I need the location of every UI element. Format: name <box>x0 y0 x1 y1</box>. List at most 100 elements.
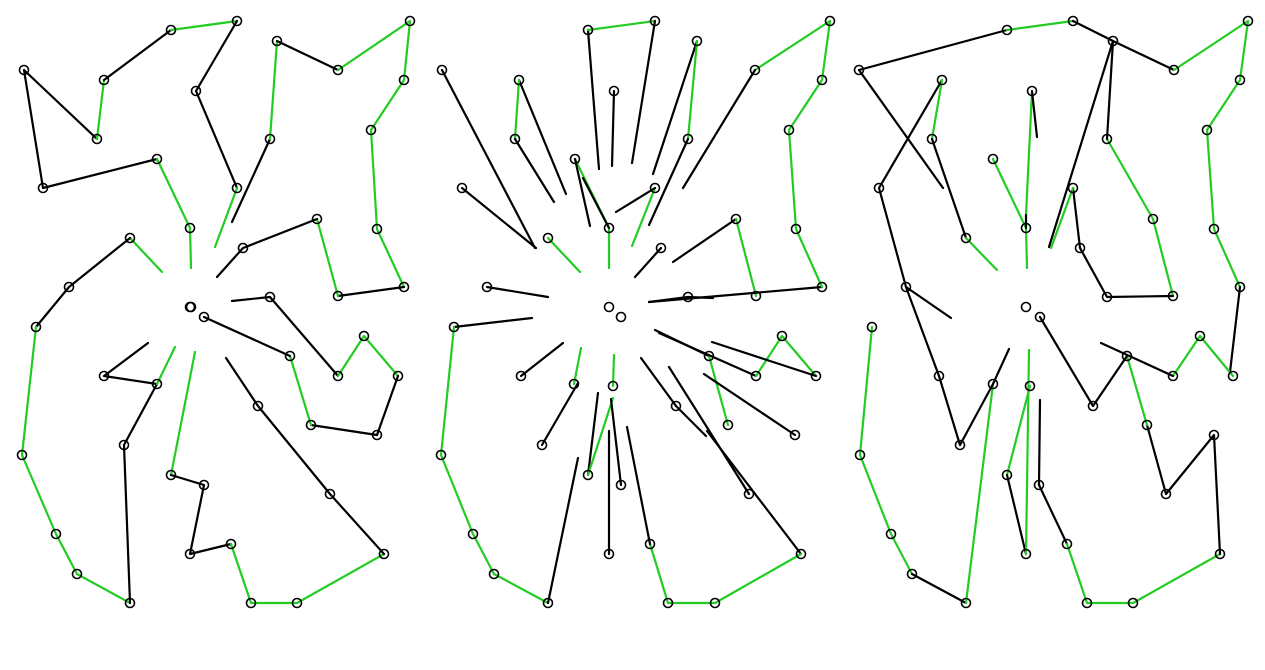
right-node-marker <box>936 74 948 86</box>
right-node-marker <box>1001 469 1013 481</box>
left-node-marker <box>98 370 110 382</box>
left-node-marker <box>398 281 410 293</box>
middle-node-marker <box>810 370 822 382</box>
right-green-edge <box>1171 334 1235 378</box>
middle-green-edge <box>586 396 615 477</box>
middle-black-edge <box>452 316 534 329</box>
middle-node-marker <box>709 597 721 609</box>
left-black-edge <box>375 374 400 437</box>
right-black-edge <box>1047 19 1115 249</box>
left-green-edge <box>75 572 132 605</box>
left-black-edge <box>309 423 379 437</box>
left-green-edge <box>268 39 279 141</box>
left-green-edge <box>336 19 412 82</box>
middle-node-marker <box>682 291 694 303</box>
middle-black-edge <box>647 137 690 227</box>
right-node-marker <box>1020 222 1032 234</box>
left-node-marker <box>332 64 344 76</box>
middle-node-marker <box>615 479 627 491</box>
middle-node-marker <box>655 242 667 254</box>
middle-black-edge <box>651 39 699 176</box>
middle-node-marker <box>542 597 554 609</box>
left-node-marker <box>332 290 344 302</box>
right-black-edge <box>1030 89 1039 139</box>
right-node-marker <box>1234 74 1246 86</box>
left-node-marker <box>284 350 296 362</box>
middle-node-marker <box>615 311 627 323</box>
left-node-marker <box>252 400 264 412</box>
left-node-marker <box>124 232 136 244</box>
edges-layer <box>20 19 1250 605</box>
left-node-marker <box>311 213 323 225</box>
right-black-edge <box>1038 315 1129 408</box>
right-node-marker <box>1208 429 1220 441</box>
right-node-marker <box>954 439 966 451</box>
right-node-marker <box>906 568 918 580</box>
middle-node-marker <box>649 182 661 194</box>
left-black-edge <box>34 236 132 329</box>
middle-green-edge <box>492 572 550 605</box>
left-node-marker <box>184 548 196 560</box>
middle-node-marker <box>515 370 527 382</box>
middle-black-edge <box>586 391 600 477</box>
right-green-edge <box>1125 354 1149 427</box>
middle-black-edge <box>485 285 550 299</box>
middle-node-marker <box>582 469 594 481</box>
right-green-edge <box>1172 19 1250 289</box>
right-node-marker <box>1242 15 1254 27</box>
middle-green-edge <box>573 157 611 270</box>
middle-node-marker <box>750 290 762 302</box>
right-black-edge <box>1005 473 1028 556</box>
middle-black-edge <box>630 19 657 165</box>
right-node-marker <box>1024 380 1036 392</box>
left-green-edge <box>288 354 313 427</box>
left-node-marker <box>271 35 283 47</box>
right-node-marker <box>1061 538 1073 550</box>
middle-node-marker <box>722 419 734 431</box>
right-node-marker <box>1020 301 1032 313</box>
left-black-edge <box>275 39 340 72</box>
middle-node-marker <box>435 449 447 461</box>
middle-node-marker <box>649 15 661 27</box>
right-black-edge <box>1071 186 1175 299</box>
middle-green-edge <box>572 346 583 386</box>
middle-green-edge <box>734 217 758 298</box>
middle-green-edge <box>787 19 832 289</box>
middle-node-marker <box>824 15 836 27</box>
right-green-edge <box>1049 186 1075 250</box>
left-node-marker <box>63 281 75 293</box>
right-green-edge <box>964 382 995 605</box>
middle-node-marker <box>448 321 460 333</box>
middle-node-marker <box>670 400 682 412</box>
right-black-edge <box>857 68 945 190</box>
left-black-edge <box>102 374 159 386</box>
right-node-marker <box>1141 419 1153 431</box>
left-node-marker <box>404 15 416 27</box>
left-black-edge <box>102 28 173 82</box>
middle-node-marker <box>789 429 801 441</box>
right-node-marker <box>926 133 938 145</box>
right-node-marker <box>933 370 945 382</box>
left-node-marker <box>371 429 383 441</box>
middle-node-marker <box>608 85 620 97</box>
left-black-edge <box>224 356 386 556</box>
middle-node-marker <box>488 568 500 580</box>
middle-black-edge <box>440 68 537 250</box>
left-green-edge <box>95 78 106 141</box>
right-green-edge <box>1005 384 1032 477</box>
right-node-marker <box>1214 548 1226 560</box>
left-node-marker <box>98 74 110 86</box>
middle-black-edge <box>657 331 758 378</box>
middle-black-edge <box>460 186 538 250</box>
right-green-edge <box>1024 89 1034 217</box>
right-green-edge <box>1105 137 1175 298</box>
left-green-edge <box>213 186 239 249</box>
left-node-marker <box>30 321 42 333</box>
left-node-marker <box>245 597 257 609</box>
right-green-edge <box>930 78 944 141</box>
middle-black-edge <box>633 246 663 279</box>
right-node-marker <box>960 232 972 244</box>
middle-node-marker <box>750 370 762 382</box>
middle-black-edge <box>647 285 824 304</box>
